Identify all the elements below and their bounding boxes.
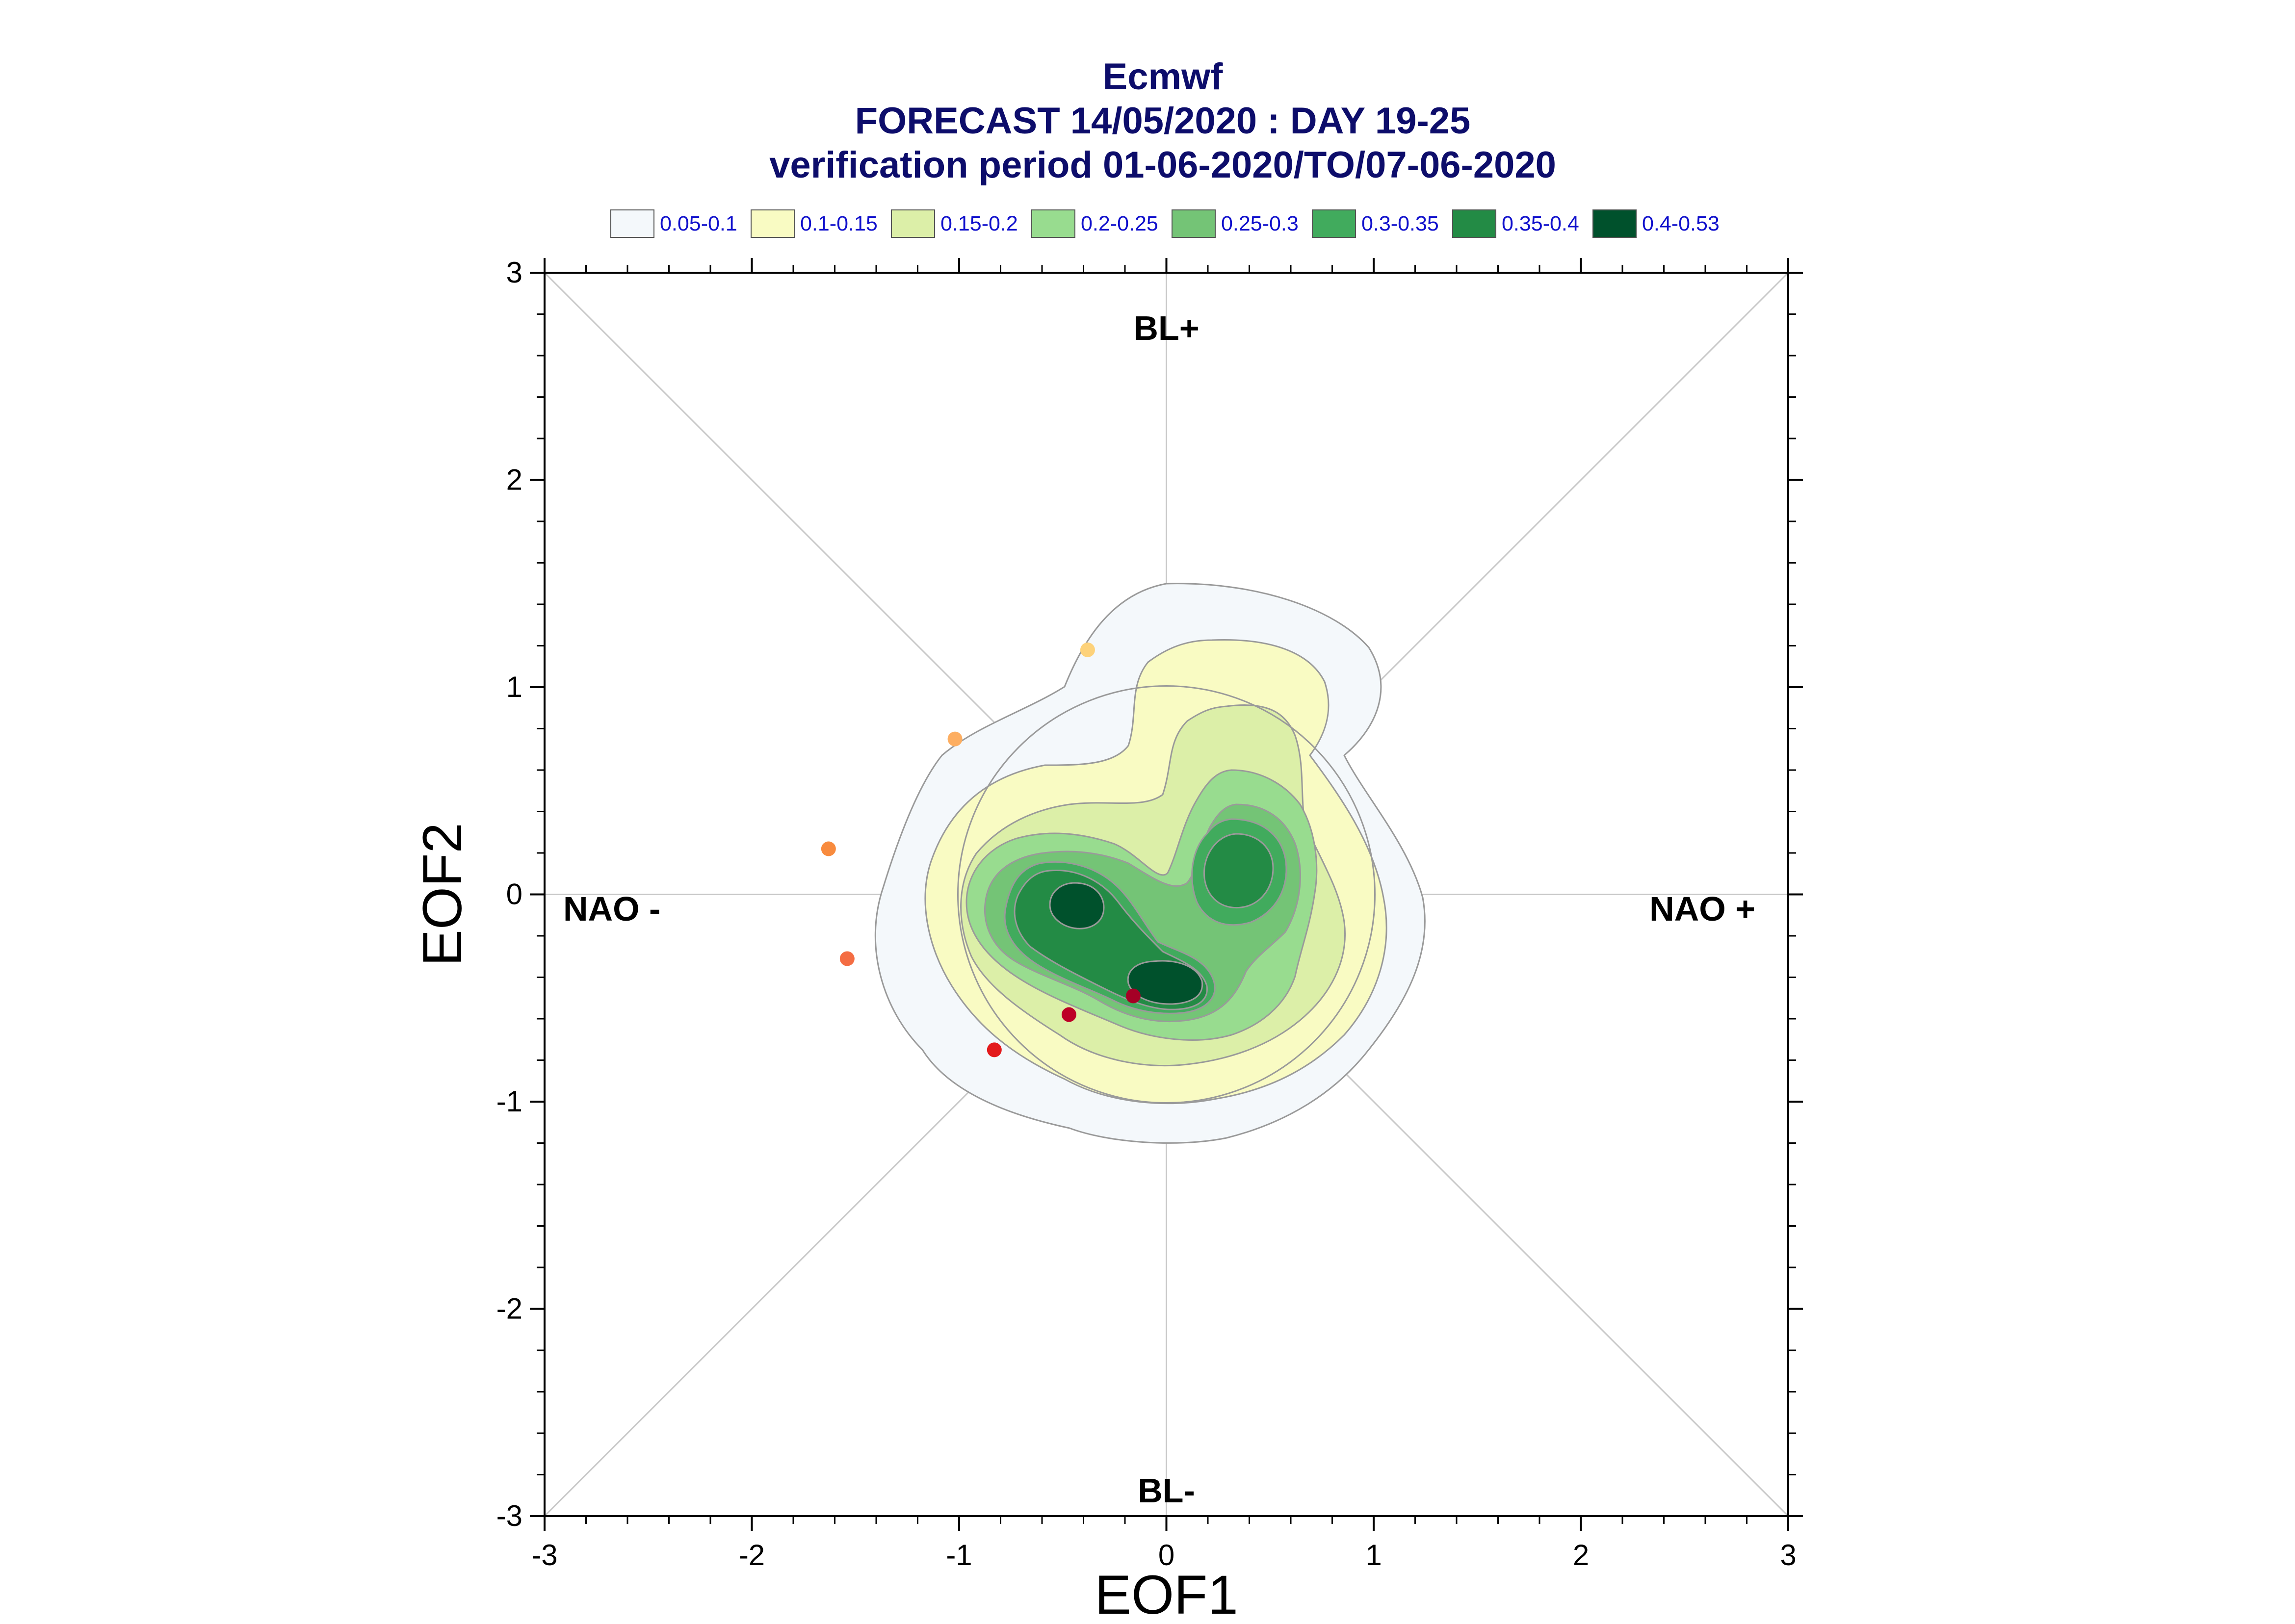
x-axis-title: EOF1: [1095, 1564, 1238, 1624]
y-tick-label: 0: [506, 878, 522, 911]
scatter-point: [987, 1042, 1002, 1057]
regime-labels: BL+ BL- NAO - NAO +: [563, 309, 1755, 1510]
regime-label-right: NAO +: [1649, 890, 1755, 928]
x-tick-label: 3: [1780, 1539, 1796, 1572]
y-tick-label: 1: [506, 670, 522, 703]
y-tick-label: -3: [496, 1499, 522, 1532]
regime-label-left: NAO -: [563, 890, 660, 928]
chart-title: Ecmwf FORECAST 14/05/2020 : DAY 19-25 ve…: [769, 56, 1556, 186]
legend-swatch-4: [1172, 209, 1216, 238]
title-line-3: verification period 01-06-2020/TO/07-06-…: [769, 144, 1556, 186]
density-band-6: [1014, 833, 1274, 1010]
legend-swatch-5: [1312, 209, 1356, 238]
x-tick-label: -3: [531, 1539, 557, 1572]
unit-circle: [957, 685, 1376, 1104]
legend-label-5: 0.3-0.35: [1361, 212, 1439, 235]
legend-swatch-0: [610, 209, 654, 238]
y-tick-label: 2: [506, 464, 522, 496]
x-tick-label: -1: [946, 1539, 972, 1572]
x-tick-label: 0: [1158, 1539, 1174, 1572]
legend-label-2: 0.15-0.2: [940, 212, 1018, 235]
legend-swatch-6: [1452, 209, 1496, 238]
scatter-point: [1080, 642, 1095, 657]
density-contours: [874, 583, 1426, 1144]
y-axis-title: EOF2: [412, 823, 473, 966]
legend-label-0: 0.05-0.1: [660, 212, 737, 235]
title-line-1: Ecmwf: [1103, 56, 1224, 98]
legend-label-7: 0.4-0.53: [1642, 212, 1720, 235]
legend-swatch-1: [751, 209, 795, 238]
y-tick-label: -1: [496, 1085, 522, 1118]
legend-label-6: 0.35-0.4: [1502, 212, 1579, 235]
x-tick-label: -2: [739, 1539, 765, 1572]
axes: -3 -2 -1 0 1 2 3 -3 -2 -1 0 1 2 3: [496, 256, 1803, 1572]
regime-label-top: BL+: [1133, 309, 1199, 347]
legend-swatch-7: [1592, 209, 1637, 238]
legend-label-3: 0.2-0.25: [1081, 212, 1158, 235]
title-line-2: FORECAST 14/05/2020 : DAY 19-25: [855, 100, 1471, 142]
legend: 0.05-0.1 0.1-0.15 0.15-0.2 0.2-0.25 0.25…: [610, 209, 1720, 238]
y-tick-label: -2: [496, 1292, 522, 1325]
y-tick-label: 3: [506, 256, 522, 289]
legend-swatch-3: [1031, 209, 1075, 238]
x-tick-label: 2: [1573, 1539, 1589, 1572]
scatter-point: [821, 841, 836, 856]
x-tick-label: 1: [1365, 1539, 1382, 1572]
scatter-point: [1125, 988, 1141, 1004]
legend-swatch-2: [891, 209, 935, 238]
legend-label-1: 0.1-0.15: [800, 212, 878, 235]
legend-label-4: 0.25-0.3: [1221, 212, 1299, 235]
regime-label-bottom: BL-: [1138, 1471, 1195, 1510]
scatter-point: [947, 731, 963, 747]
scatter-points: [821, 642, 1141, 1057]
scatter-point: [1061, 1007, 1076, 1022]
density-band-7: [1049, 882, 1203, 1005]
scatter-point: [839, 951, 855, 966]
